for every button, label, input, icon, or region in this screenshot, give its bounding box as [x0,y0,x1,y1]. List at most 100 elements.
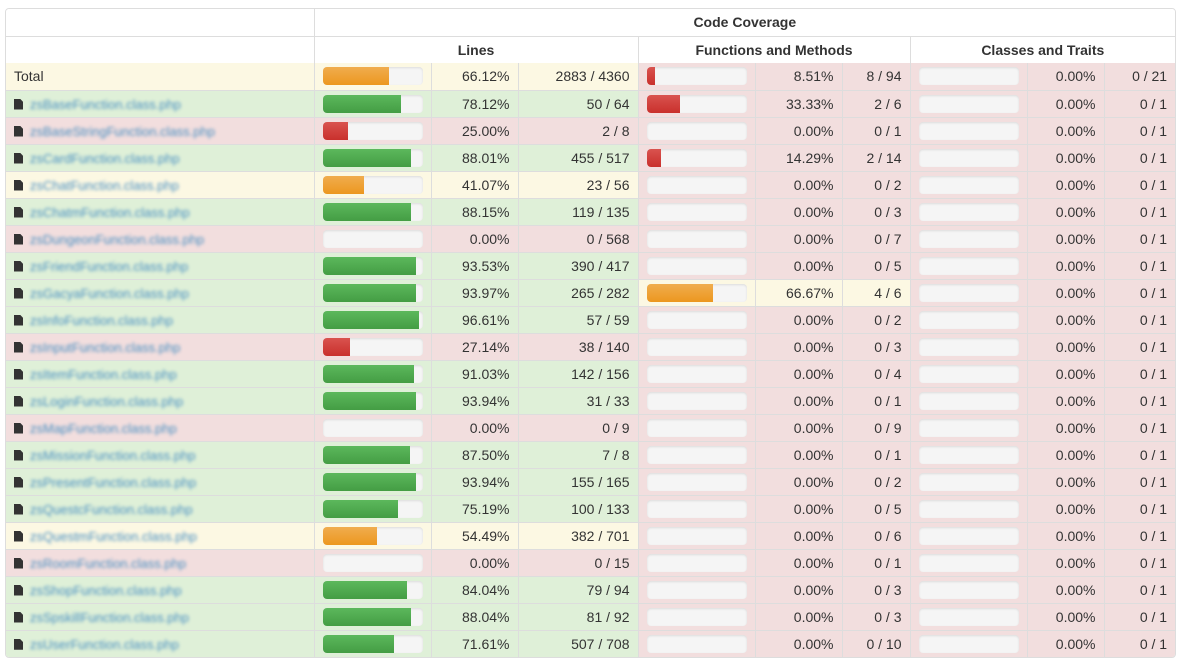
lines-percent: 93.94% [430,467,519,496]
file-icon [14,179,23,191]
lines-ratio: 507 / 708 [517,629,639,657]
classes-ratio: 0 / 1 [1103,413,1175,442]
classes-progress [918,94,1019,113]
lines-percent: 0.00% [430,413,519,442]
classes-percent: 0.00% [1026,224,1105,253]
functions-ratio: 0 / 7 [841,224,911,253]
classes-progress-cell [909,89,1028,118]
functions-percent: 0.00% [754,467,843,496]
file-icon [14,206,23,218]
file-row: zsMapFunction.class.php 0.00% 0 / 9 0.00% 0 … [6,413,1175,442]
file-link[interactable]: zsSpskillFunction.class.php [30,609,189,625]
file-icon [14,260,23,272]
functions-ratio: 0 / 10 [841,629,911,657]
file-icon [14,314,23,326]
lines-progress [322,445,423,464]
functions-percent: 0.00% [754,305,843,334]
functions-progress-cell [637,251,756,280]
classes-ratio: 0 / 1 [1103,332,1175,361]
lines-ratio: 455 / 517 [517,143,639,172]
file-icon [14,476,23,488]
functions-progress-cell [637,224,756,253]
file-link[interactable]: zsUserFunction.class.php [30,636,179,652]
functions-progress-cell [637,116,756,145]
file-link[interactable]: zsGacyaFunction.class.php [30,285,189,301]
file-name-cell: zsCardFunction.class.php [6,143,315,172]
classes-percent: 0.00% [1026,332,1105,361]
classes-progress [918,364,1019,383]
file-link[interactable]: zsMapFunction.class.php [30,420,177,436]
file-link[interactable]: zsFriendFunction.class.php [30,258,189,274]
lines-progress [322,337,423,356]
functions-progress [646,499,747,518]
file-icon [14,503,23,515]
lines-progress [322,256,423,275]
lines-progress-cell [313,467,432,496]
file-name-cell: zsDungeonFunction.class.php [6,224,315,253]
classes-progress-cell [909,332,1028,361]
classes-progress-cell [909,224,1028,253]
lines-progress-cell [313,305,432,334]
classes-progress [918,553,1019,572]
file-link[interactable]: zsBaseFunction.class.php [30,96,182,112]
header-classes-traits: Classes and Traits [909,35,1175,63]
file-row: zsQuestmFunction.class.php 54.49% 382 / 70… [6,521,1175,550]
classes-progress [918,607,1019,626]
lines-progress [322,148,423,167]
classes-progress-cell [909,602,1028,631]
file-link[interactable]: zsCardFunction.class.php [30,150,180,166]
file-name-cell: zsMapFunction.class.php [6,413,315,442]
functions-progress [646,256,747,275]
classes-progress [918,499,1019,518]
classes-progress-cell [909,278,1028,307]
file-link[interactable]: zsInputFunction.class.php [30,339,181,355]
file-link[interactable]: zsShopFunction.class.php [30,582,182,598]
functions-progress [646,94,747,113]
functions-ratio: 2 / 6 [841,89,911,118]
functions-percent: 8.51% [754,63,843,91]
classes-progress [918,634,1019,653]
file-link[interactable]: zsQuestmFunction.class.php [30,528,197,544]
classes-progress-cell [909,170,1028,199]
functions-progress-cell [637,602,756,631]
lines-progress [322,580,423,599]
file-link[interactable]: zsLoginFunction.class.php [30,393,184,409]
classes-percent: 0.00% [1026,143,1105,172]
lines-progress-bar [322,337,350,356]
file-icon [14,125,23,137]
classes-ratio: 0 / 1 [1103,440,1175,469]
file-link[interactable]: zsPresentFunction.class.php [30,474,197,490]
lines-progress-cell [313,575,432,604]
lines-percent: 25.00% [430,116,519,145]
file-link[interactable]: zsInfoFunction.class.php [30,312,174,328]
file-link[interactable]: zsDungeonFunction.class.php [30,231,205,247]
functions-progress [646,67,747,86]
functions-progress [646,445,747,464]
lines-progress-bar [322,283,417,302]
lines-progress [322,526,423,545]
lines-progress [322,391,423,410]
lines-ratio: 0 / 9 [517,413,639,442]
functions-percent: 0.00% [754,575,843,604]
file-link[interactable]: zsQuestcFunction.class.php [30,501,193,517]
file-link[interactable]: zsChatmFunction.class.php [30,204,190,220]
functions-ratio: 0 / 1 [841,548,911,577]
functions-ratio: 0 / 6 [841,521,911,550]
file-link[interactable]: zsBaseStringFunction.class.php [30,123,215,139]
classes-ratio: 0 / 1 [1103,359,1175,388]
lines-progress-bar [322,607,411,626]
classes-percent: 0.00% [1026,278,1105,307]
classes-ratio: 0 / 1 [1103,224,1175,253]
classes-percent: 0.00% [1026,467,1105,496]
file-link[interactable]: zsItemFunction.class.php [30,366,177,382]
lines-progress-bar [322,310,420,329]
lines-percent: 0.00% [430,548,519,577]
file-link[interactable]: zsMissionFunction.class.php [30,447,196,463]
functions-progress-cell [637,143,756,172]
file-link[interactable]: zsChatFunction.class.php [30,177,179,193]
functions-percent: 0.00% [754,170,843,199]
total-row: Total 66.12% 2883 / 4360 8.51% 8 / 94 0.00% 0 … [6,63,1175,91]
classes-progress [918,175,1019,194]
file-link[interactable]: zsRoomFunction.class.php [30,555,187,571]
classes-ratio: 0 / 1 [1103,386,1175,415]
